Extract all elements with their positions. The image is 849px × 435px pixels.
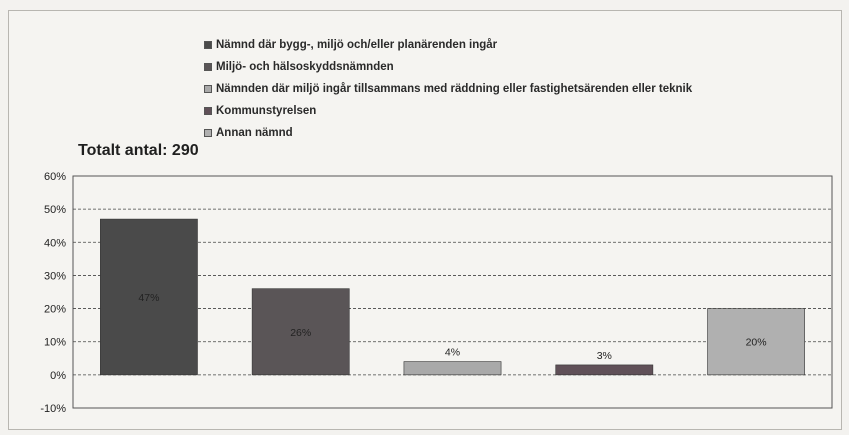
legend-item: Annan nämnd xyxy=(204,122,692,144)
legend-swatch xyxy=(204,85,212,93)
data-label: 20% xyxy=(746,337,767,349)
chart-legend: Nämnd där bygg-, miljö och/eller planäre… xyxy=(204,34,692,144)
bar xyxy=(555,364,654,376)
y-tick-label: 0% xyxy=(50,370,66,382)
y-tick-label: 10% xyxy=(44,337,66,349)
y-tick-label: -10% xyxy=(40,403,66,415)
legend-swatch xyxy=(204,63,212,71)
y-tick-label: 60% xyxy=(44,171,66,183)
data-label: 26% xyxy=(290,327,311,339)
legend-item: Kommunstyrelsen xyxy=(204,100,692,122)
y-tick-label: 50% xyxy=(44,204,66,216)
legend-label: Annan nämnd xyxy=(216,127,293,139)
legend-item: Nämnd där bygg-, miljö och/eller planäre… xyxy=(204,34,692,56)
data-label: 47% xyxy=(138,292,159,304)
data-label: 3% xyxy=(597,350,612,362)
legend-label: Nämnd där bygg-, miljö och/eller planäre… xyxy=(216,39,498,51)
plot-area xyxy=(72,175,833,409)
bar xyxy=(707,308,805,376)
legend-swatch xyxy=(204,107,212,115)
chart-title: Totalt antal: 290 xyxy=(78,142,199,159)
legend-label: Miljö- och hälsoskyddsnämnden xyxy=(216,61,394,73)
y-tick-label: 20% xyxy=(44,304,66,316)
bar xyxy=(403,361,502,376)
data-label: 4% xyxy=(445,347,460,359)
legend-swatch xyxy=(204,41,212,49)
legend-item: Nämnden där miljö ingår tillsammans med … xyxy=(204,78,692,100)
legend-label: Nämnden där miljö ingår tillsammans med … xyxy=(216,83,693,95)
y-tick-label: 30% xyxy=(44,270,66,282)
y-tick-label: 40% xyxy=(44,237,66,249)
bar xyxy=(251,288,350,376)
legend-swatch xyxy=(204,129,212,137)
bar xyxy=(100,218,198,376)
legend-item: Miljö- och hälsoskyddsnämnden xyxy=(204,56,692,78)
legend-label: Kommunstyrelsen xyxy=(216,105,317,117)
